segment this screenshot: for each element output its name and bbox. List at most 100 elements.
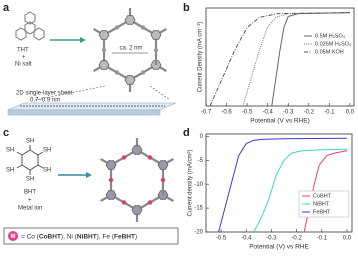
node-ring	[105, 190, 117, 200]
metal-site	[108, 177, 114, 183]
legend-label: FeBHT	[313, 209, 331, 215]
y-tick-label: -10	[194, 182, 203, 188]
metal: Ni salt	[15, 62, 32, 68]
metal-legend: = Co (CoBHT), Ni (NiBHT), Fe (FeBHT)	[21, 233, 137, 240]
legend-part: NiBHT	[77, 233, 97, 240]
x-tick-label: 0.0	[343, 236, 352, 242]
x-tick-label: -0.4	[262, 110, 273, 116]
pore-size: ca. 2 nm	[119, 46, 142, 52]
charts: -0.7 -0.6 -0.5 -0.4 -0.3 -0.2 -0.1 0.0 Potential…	[188, 7, 355, 251]
legend-label: 0.05M KOH	[315, 49, 344, 55]
projection	[34, 85, 171, 101]
x-tick-label: 0.0	[346, 110, 355, 116]
sheet	[7, 102, 177, 111]
legend-part: ), Fe (	[97, 233, 115, 240]
x-tick-label: -0.2	[291, 236, 302, 242]
y-axis-label: Current density (mA/cm²)	[188, 149, 194, 216]
legend-part: FeBHT	[114, 233, 135, 240]
metal-site	[114, 25, 120, 30]
panel-label: d	[183, 127, 190, 139]
substrate	[7, 109, 161, 116]
metal-site	[140, 25, 146, 30]
legend-box	[3, 227, 179, 245]
node-ring	[105, 160, 117, 170]
ring	[24, 11, 36, 25]
thiol: SH	[26, 177, 34, 183]
legend-label: NiBHT	[313, 201, 330, 207]
metal: Metal ion	[18, 206, 42, 212]
x-tick-label: -0.1	[324, 110, 335, 116]
node-ring	[98, 60, 110, 70]
x-tick-label: -0.1	[317, 236, 328, 242]
metal-site	[147, 200, 153, 205]
thickness: 0.7~0.9 nm	[30, 98, 60, 104]
node-ring	[124, 75, 136, 85]
plus: +	[22, 55, 26, 61]
arrow-head	[80, 37, 86, 43]
ring	[33, 27, 45, 41]
node-ring	[157, 160, 169, 170]
panel-label: c	[3, 127, 9, 139]
sheet-label: 2D single-layer sheet	[16, 91, 73, 97]
bht-molecule	[16, 145, 44, 175]
ring	[24, 21, 36, 35]
metal-site	[121, 155, 127, 160]
arrow-head	[86, 172, 92, 178]
x-tick-label: -0.3	[266, 236, 277, 242]
x-tick-label: -0.5	[242, 110, 253, 116]
framework	[100, 138, 174, 222]
panel-label: a	[3, 2, 10, 14]
metal-site	[121, 200, 127, 205]
tht-molecule	[15, 11, 45, 41]
ring	[15, 27, 27, 41]
metal-site	[160, 177, 166, 183]
y-axis-label: Current Density (mA cm⁻²)	[198, 22, 204, 93]
x-tick-label: -0.2	[304, 110, 315, 116]
node-ring	[150, 30, 162, 40]
bonds	[16, 145, 44, 175]
series-line	[209, 12, 350, 107]
precursor: BHT	[24, 190, 36, 196]
panel-label: b	[183, 2, 190, 14]
x-tick-label: -0.6	[221, 110, 232, 116]
y-tick-label: -20	[194, 230, 203, 236]
legend-part: ), Ni (	[61, 233, 78, 240]
node-ring	[131, 205, 143, 215]
thiol: SH	[43, 168, 51, 174]
metal-site	[147, 155, 153, 160]
x-axis-label: Potential (V) vs RHE	[249, 244, 309, 251]
node-ring	[131, 145, 143, 155]
series-line	[218, 137, 347, 233]
thiol: SH	[26, 139, 34, 145]
node-ring	[124, 15, 136, 25]
node-ring	[98, 30, 110, 40]
thiol: SH	[6, 168, 14, 174]
plot-frame	[205, 133, 353, 233]
metal-icon	[8, 231, 18, 241]
legend-label: 0.5M H₂SO₄	[315, 33, 346, 39]
series-line	[253, 148, 347, 233]
plot-frame	[205, 7, 355, 107]
legend-label: CoBHT	[313, 193, 332, 199]
metal-site	[153, 47, 159, 53]
y-tick-label: 0	[200, 134, 204, 140]
precursor: THT	[17, 48, 29, 54]
x-tick-label: -0.4	[241, 236, 252, 242]
x-tick-label: -0.5	[216, 236, 227, 242]
metal-site	[114, 70, 120, 75]
framework	[93, 8, 167, 92]
metal-symbol: M	[11, 234, 16, 240]
x-axis-label: Potential (V vs RHE)	[250, 118, 310, 125]
y-tick-label: -15	[194, 206, 203, 212]
legend-part: CoBHT	[39, 233, 61, 240]
legend-part: = Co (	[21, 233, 40, 240]
thiol: SH	[43, 148, 51, 154]
x-tick-label: -0.3	[283, 110, 294, 116]
legend-part: )	[135, 233, 137, 240]
legend-label: 0.025M H₂SO₄	[315, 41, 352, 47]
metal-site	[140, 70, 146, 75]
x-tick-label: -0.7	[201, 110, 212, 116]
plus: +	[28, 198, 32, 204]
y-tick-label: -5	[198, 158, 204, 164]
